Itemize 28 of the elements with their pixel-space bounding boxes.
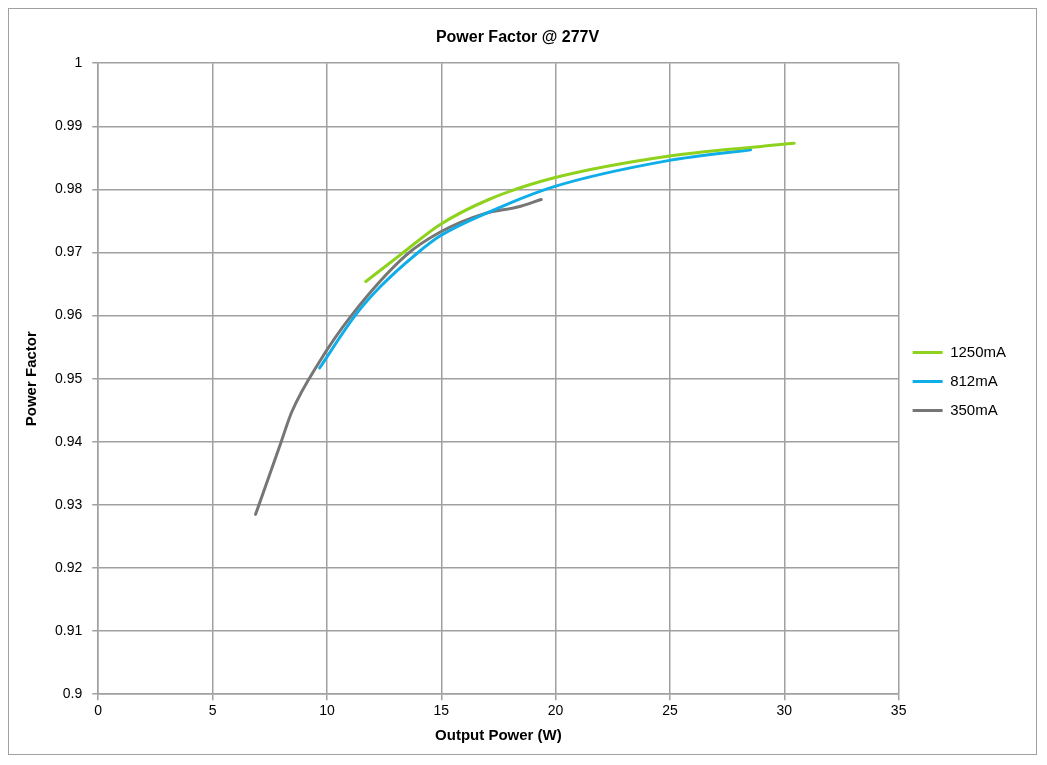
x-tick-label: 20 bbox=[547, 702, 564, 719]
line-series bbox=[254, 198, 543, 516]
y-axis-title: Power Factor bbox=[22, 331, 40, 427]
x-tick-label: 5 bbox=[208, 702, 217, 719]
legend-label: 812mA bbox=[950, 371, 998, 389]
y-tick-label: 0.96 bbox=[55, 306, 83, 323]
x-tick-label: 0 bbox=[94, 702, 103, 719]
y-tick-label: 1 bbox=[74, 54, 83, 71]
x-axis-title: Output Power (W) bbox=[435, 726, 562, 744]
y-tick-label: 0.98 bbox=[55, 180, 83, 197]
legend-label: 1250mA bbox=[950, 342, 1007, 360]
line-series bbox=[364, 141, 796, 284]
line-series bbox=[318, 148, 753, 370]
x-tick-label: 30 bbox=[776, 702, 793, 719]
x-tick-label: 10 bbox=[319, 702, 335, 719]
y-tick-label: 0.97 bbox=[55, 243, 83, 260]
y-tick-label: 0.99 bbox=[55, 117, 83, 134]
y-tick-label: 0.9 bbox=[62, 685, 83, 702]
x-tick-label: 35 bbox=[890, 702, 907, 719]
chart-title: Power Factor @ 277V bbox=[435, 28, 600, 46]
y-tick-label: 0.95 bbox=[55, 369, 83, 386]
legend-label: 350mA bbox=[950, 400, 998, 418]
y-tick-label: 0.92 bbox=[55, 558, 83, 575]
y-tick-label: 0.91 bbox=[55, 621, 83, 638]
x-tick-label: 25 bbox=[662, 702, 678, 719]
x-tick-label: 15 bbox=[433, 702, 450, 719]
y-tick-label: 0.93 bbox=[55, 495, 83, 512]
y-tick-label: 0.94 bbox=[55, 432, 83, 449]
